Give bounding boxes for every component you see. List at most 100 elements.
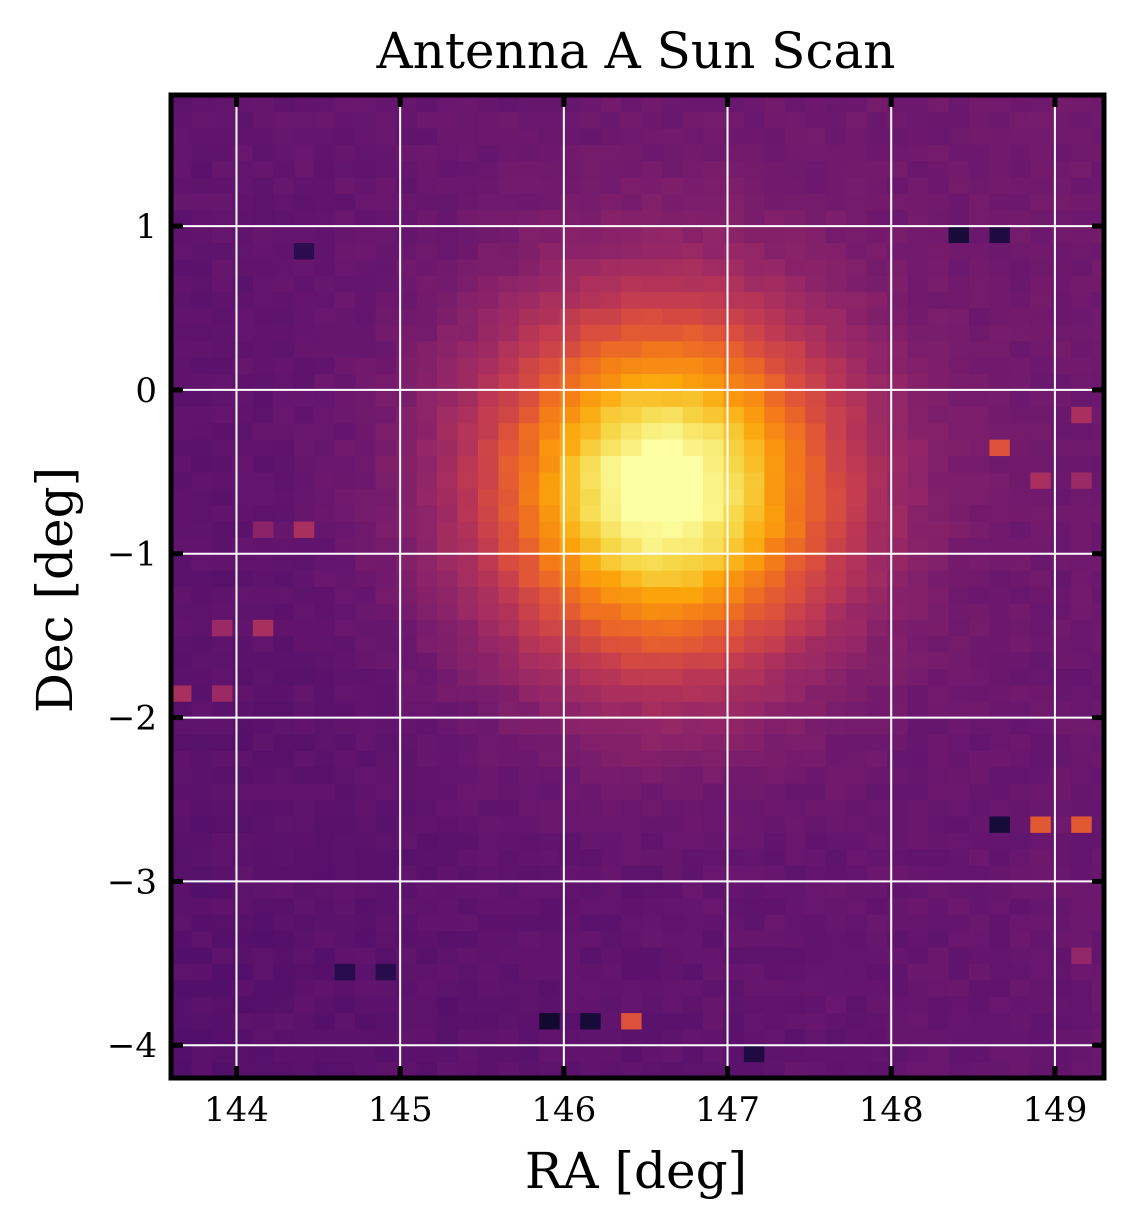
heatmap-cell <box>477 422 499 440</box>
heatmap-cell <box>191 111 213 129</box>
heatmap-cell <box>989 750 1011 768</box>
heatmap-cell <box>396 914 418 932</box>
heatmap-cell <box>211 193 233 211</box>
heatmap-cell <box>416 832 438 850</box>
heatmap-cell <box>682 783 704 801</box>
heatmap-cell <box>416 275 438 293</box>
heatmap-cell <box>846 537 868 555</box>
heatmap-cell <box>764 144 786 162</box>
heatmap-cell <box>682 930 704 948</box>
heatmap-cell <box>641 406 663 424</box>
heatmap-cell <box>928 488 950 506</box>
heatmap-cell <box>968 258 991 276</box>
heatmap-cell <box>191 471 213 489</box>
heatmap-cell <box>907 1028 929 1046</box>
heatmap-cell <box>252 1028 274 1046</box>
heatmap-cell <box>518 95 540 112</box>
heatmap-cell <box>1030 111 1052 129</box>
heatmap-cell <box>252 815 274 833</box>
heatmap-cell <box>314 406 336 424</box>
heatmap-cell <box>436 979 459 997</box>
heatmap-cell <box>334 602 356 620</box>
heatmap-cell <box>805 635 827 653</box>
heatmap-cell <box>641 160 663 178</box>
heatmap-cell <box>191 570 213 588</box>
heatmap-cell <box>498 865 520 882</box>
heatmap-cell <box>539 701 561 719</box>
heatmap-cell <box>355 275 377 293</box>
heatmap-cell <box>559 848 581 866</box>
heatmap-cell <box>866 111 888 129</box>
heatmap-cell <box>1071 865 1093 882</box>
heatmap-cell <box>682 684 704 702</box>
heatmap-cell <box>621 963 643 981</box>
heatmap-cell <box>498 340 520 358</box>
heatmap-cell <box>252 144 274 162</box>
heatmap-cell <box>682 1028 704 1046</box>
heatmap-cell <box>989 537 1011 555</box>
heatmap-cell <box>171 570 193 588</box>
heatmap-cell <box>457 471 479 489</box>
heatmap-cell <box>1071 488 1093 506</box>
heatmap-cell <box>887 717 909 735</box>
heatmap-cell <box>314 832 336 850</box>
heatmap-cell <box>1091 226 1105 244</box>
heatmap-cell <box>784 439 806 457</box>
heatmap-cell <box>989 422 1011 440</box>
heatmap-cell <box>1030 733 1052 751</box>
heatmap-cell <box>1030 422 1052 440</box>
heatmap-cell <box>232 340 254 358</box>
heatmap-cell <box>171 635 193 653</box>
heatmap-cell <box>559 504 581 522</box>
heatmap-cell <box>662 1012 684 1030</box>
heatmap-cell <box>355 357 377 375</box>
heatmap-cell <box>887 209 909 227</box>
heatmap-cell <box>211 406 233 424</box>
heatmap-cell <box>416 111 438 129</box>
heatmap-cell <box>948 701 970 719</box>
heatmap-cell <box>702 1012 725 1030</box>
heatmap-cell <box>1071 946 1093 964</box>
heatmap-cell <box>211 914 233 932</box>
heatmap-cell <box>682 127 704 145</box>
heatmap-cell <box>232 815 254 833</box>
heatmap-cell <box>232 897 254 915</box>
heatmap-cell <box>989 848 1011 866</box>
heatmap-cell <box>784 701 806 719</box>
heatmap-cell <box>559 226 581 244</box>
heatmap-cell <box>436 488 459 506</box>
heatmap-cell <box>457 291 479 309</box>
heatmap-cell <box>887 193 909 211</box>
heatmap-cell <box>1030 652 1052 670</box>
heatmap-cell <box>355 733 377 751</box>
heatmap-cell <box>641 226 663 244</box>
heatmap-cell <box>784 586 806 604</box>
heatmap-cell <box>621 635 643 653</box>
heatmap-cell <box>968 635 991 653</box>
heatmap-cell <box>273 95 295 112</box>
heatmap-cell <box>743 799 765 817</box>
heatmap-cell <box>232 619 254 637</box>
heatmap-cell <box>314 586 336 604</box>
heatmap-cell <box>396 1045 418 1063</box>
heatmap-cell <box>171 996 193 1014</box>
heatmap-cell <box>1050 832 1072 850</box>
heatmap-cell <box>805 242 827 260</box>
heatmap-cell <box>764 406 786 424</box>
heatmap-cell <box>273 176 295 194</box>
heatmap-cell <box>580 291 602 309</box>
heatmap-cell <box>580 619 602 637</box>
heatmap-cell <box>846 586 868 604</box>
heatmap-cell <box>989 504 1011 522</box>
heatmap-cell <box>1030 914 1052 932</box>
heatmap-cell <box>580 815 602 833</box>
heatmap-cell <box>436 127 459 145</box>
heatmap-cell <box>252 783 274 801</box>
heatmap-cell <box>866 848 888 866</box>
heatmap-cell <box>539 799 561 817</box>
heatmap-cell <box>396 307 418 325</box>
heatmap-cell <box>334 717 356 735</box>
heatmap-cell <box>416 1045 438 1063</box>
heatmap-cell <box>1091 1028 1105 1046</box>
heatmap-cell <box>396 652 418 670</box>
